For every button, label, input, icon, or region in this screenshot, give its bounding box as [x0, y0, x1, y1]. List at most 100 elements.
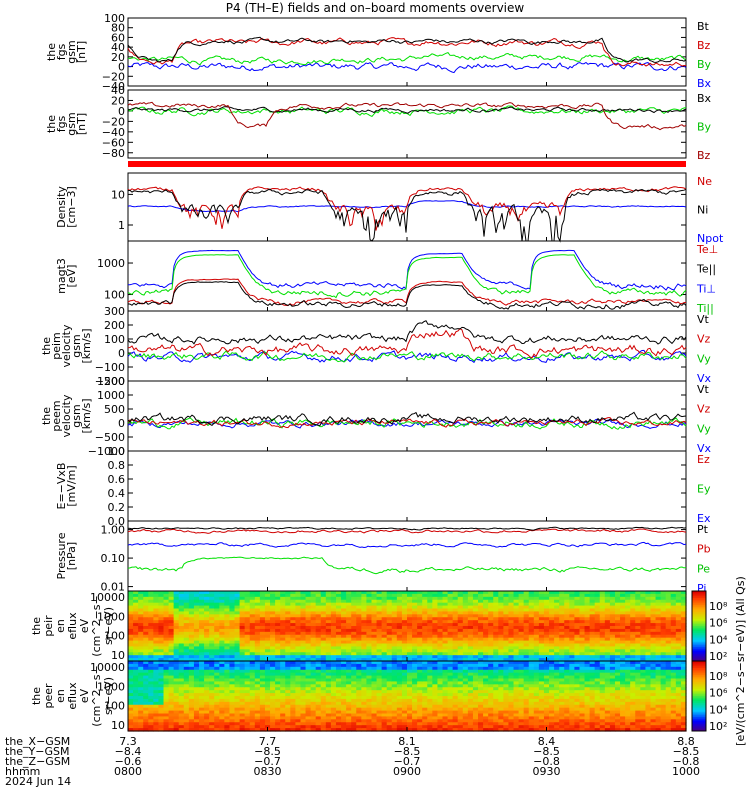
heat-cell	[488, 634, 494, 639]
heat-cell	[356, 666, 362, 671]
heat-cell	[224, 626, 231, 630]
heat-cell	[614, 640, 621, 645]
heat-cell	[407, 614, 413, 618]
heat-cell	[148, 614, 154, 618]
heat-cell	[640, 652, 647, 656]
heat-cell	[574, 640, 581, 645]
heat-cell	[467, 675, 474, 680]
heat-cell	[650, 640, 657, 645]
heat-cell	[467, 696, 474, 700]
heat-cell	[467, 728, 474, 732]
heat-cell	[320, 637, 327, 642]
heat-cell	[371, 599, 378, 604]
heat-cell	[579, 652, 586, 656]
heat-cell	[452, 693, 459, 697]
heat-cell	[356, 655, 362, 659]
heat-cell	[543, 696, 550, 700]
heat-cell	[645, 602, 652, 607]
heat-cell	[310, 617, 317, 621]
heat-cell	[670, 599, 677, 604]
heat-cell	[148, 698, 154, 703]
heat-cell	[320, 707, 327, 712]
heat-cell	[609, 593, 616, 598]
heat-cell	[270, 716, 276, 720]
heat-cell	[254, 696, 261, 700]
heat-cell	[498, 722, 504, 726]
heat-cell	[442, 646, 449, 650]
legend-Vx: Vx	[697, 372, 712, 385]
heat-cell	[351, 611, 357, 615]
heat-cell	[133, 655, 139, 659]
heat-cell	[361, 722, 368, 726]
heat-cell	[163, 701, 170, 706]
heat-cell	[407, 652, 413, 656]
heat-cell	[503, 599, 510, 604]
y-axis-label: Pressure	[55, 532, 68, 579]
heat-cell	[594, 658, 601, 662]
heat-cell	[163, 628, 170, 633]
heat-cell	[290, 669, 296, 674]
heat-cell	[254, 640, 261, 645]
heat-cell	[275, 698, 281, 703]
heat-cell	[330, 593, 337, 598]
heat-cell	[183, 690, 190, 694]
heat-cell	[310, 646, 317, 650]
heat-cell	[330, 611, 337, 615]
heat-cell	[264, 681, 271, 685]
heat-cell	[178, 623, 185, 627]
heat-cell	[513, 693, 520, 697]
heat-cell	[138, 626, 144, 630]
heat-cell	[467, 617, 474, 621]
heat-cell	[310, 591, 317, 595]
heat-cell	[457, 628, 464, 633]
heat-cell	[386, 626, 393, 630]
heat-cell	[503, 725, 510, 729]
heat-cell	[412, 681, 418, 685]
heat-cell	[518, 623, 525, 627]
heat-cell	[549, 614, 555, 618]
heat-cell	[554, 591, 560, 595]
heat-cell	[148, 631, 154, 636]
heat-cell	[447, 719, 454, 723]
heat-cell	[396, 611, 403, 615]
heat-cell	[508, 640, 515, 645]
heat-cell	[264, 614, 271, 618]
heat-cell	[330, 696, 337, 700]
heat-cell	[660, 655, 667, 659]
heat-cell	[204, 698, 210, 703]
heat-cell	[407, 672, 413, 677]
heat-cell	[614, 626, 621, 630]
heat-cell	[513, 658, 520, 662]
heat-cell	[498, 634, 504, 639]
heat-cell	[173, 652, 180, 656]
heat-cell	[559, 675, 565, 680]
heat-cell	[620, 608, 626, 613]
heat-cell	[523, 684, 530, 688]
heat-cell	[650, 655, 657, 659]
heat-cell	[259, 707, 266, 712]
heat-cell	[183, 698, 190, 703]
heat-cell	[407, 637, 413, 642]
heat-cell	[564, 631, 570, 636]
heat-cell	[483, 704, 489, 709]
heat-cell	[178, 669, 185, 674]
heat-cell	[183, 675, 190, 680]
heat-cell	[549, 617, 555, 621]
heat-cell	[133, 626, 139, 630]
heat-cell	[391, 687, 398, 691]
heat-cell	[224, 707, 231, 712]
heat-cell	[183, 605, 190, 610]
heat-cell	[609, 637, 616, 642]
heat-cell	[158, 716, 165, 720]
heat-cell	[498, 707, 504, 712]
heat-cell	[498, 602, 504, 607]
heat-cell	[214, 652, 220, 656]
heat-cell	[173, 591, 180, 595]
heat-cell	[315, 599, 322, 604]
heat-cell	[503, 710, 510, 715]
heat-cell	[290, 658, 296, 662]
heat-cell	[432, 591, 439, 595]
heat-cell	[543, 707, 550, 712]
heat-cell	[163, 623, 170, 627]
